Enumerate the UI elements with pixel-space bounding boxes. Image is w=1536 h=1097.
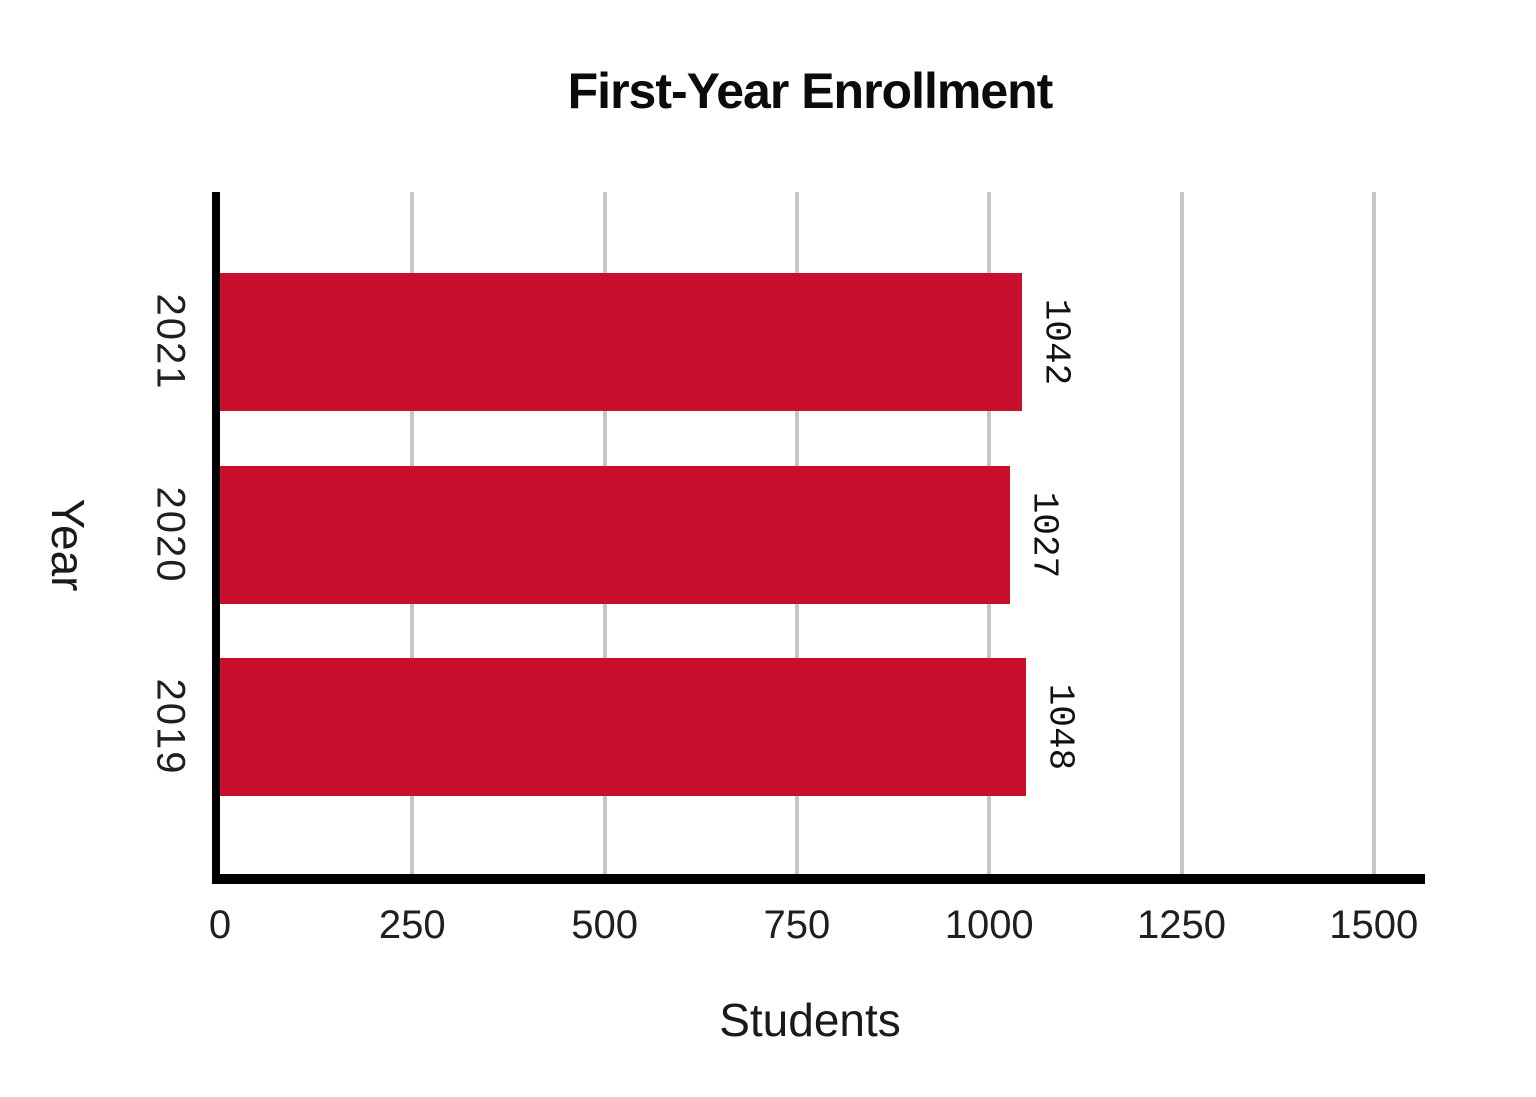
plot-area: 1042 1027 1048 — [220, 192, 1425, 874]
gridline — [1371, 192, 1376, 874]
x-axis-title: Students — [719, 994, 901, 1046]
x-tick-label: 500 — [571, 903, 638, 947]
x-tick-label: 250 — [378, 903, 446, 947]
y-axis-title: Year — [42, 498, 94, 592]
bar-2020 — [220, 465, 1010, 604]
y-tick-label: 2020 — [148, 486, 193, 583]
x-tick-label: 1500 — [1329, 903, 1419, 947]
bar-value-label: 1048 — [1039, 683, 1081, 771]
bar-value-label: 1027 — [1023, 491, 1065, 578]
x-axis-line — [212, 874, 1425, 884]
x-tick-label: 1250 — [1137, 903, 1226, 947]
y-tick-label: 2021 — [148, 293, 193, 391]
y-axis-line — [212, 192, 220, 884]
x-tick-label: 1000 — [944, 903, 1034, 947]
x-tick-label: 0 — [208, 903, 232, 947]
y-tick-label: 2019 — [148, 678, 193, 776]
bar-2021 — [220, 273, 1022, 411]
bar-2019 — [220, 658, 1027, 796]
x-tick-label: 750 — [763, 903, 831, 947]
gridline — [1179, 192, 1184, 874]
chart-title: First-Year Enrollment — [567, 63, 1054, 119]
bar-value-label: 1042 — [1035, 298, 1076, 386]
